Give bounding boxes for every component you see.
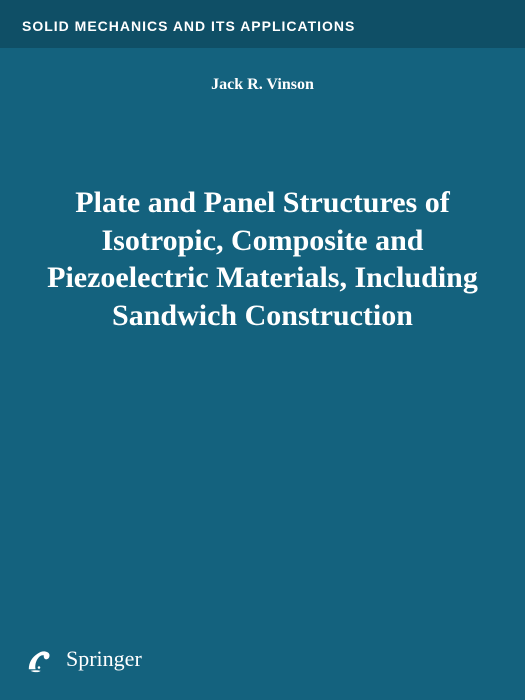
book-title: Plate and Panel Structures of Isotropic,… (0, 184, 525, 334)
springer-horse-icon (22, 642, 56, 676)
author-name: Jack R. Vinson (0, 76, 525, 94)
series-label: SOLID MECHANICS AND ITS APPLICATIONS (22, 18, 355, 34)
book-cover: SOLID MECHANICS AND ITS APPLICATIONS Jac… (0, 0, 525, 700)
series-bar: SOLID MECHANICS AND ITS APPLICATIONS (0, 0, 525, 48)
publisher-block: Springer (22, 642, 142, 676)
publisher-name: Springer (66, 646, 142, 672)
